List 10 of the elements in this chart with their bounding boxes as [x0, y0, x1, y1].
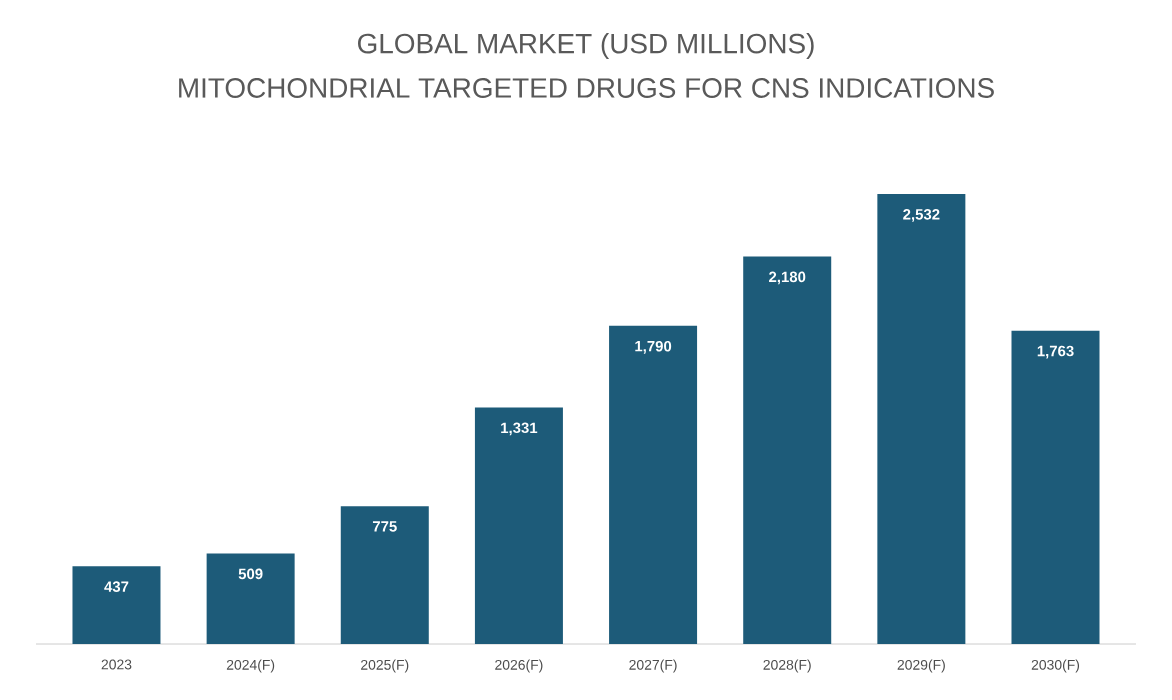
- chart-subtitle: MITOCHONDRIAL TARGETED DRUGS FOR CNS INDICATIONS: [179, 78, 994, 98]
- bar: [877, 194, 966, 644]
- bar: [474, 407, 563, 644]
- bar: [340, 506, 429, 644]
- bar: [206, 553, 295, 644]
- bar: [72, 566, 161, 644]
- bar: [1011, 330, 1100, 644]
- bar: [743, 256, 832, 644]
- chart-title: GLOBAL MARKET (USD MILLIONS): [358, 32, 814, 59]
- bar: [609, 325, 698, 644]
